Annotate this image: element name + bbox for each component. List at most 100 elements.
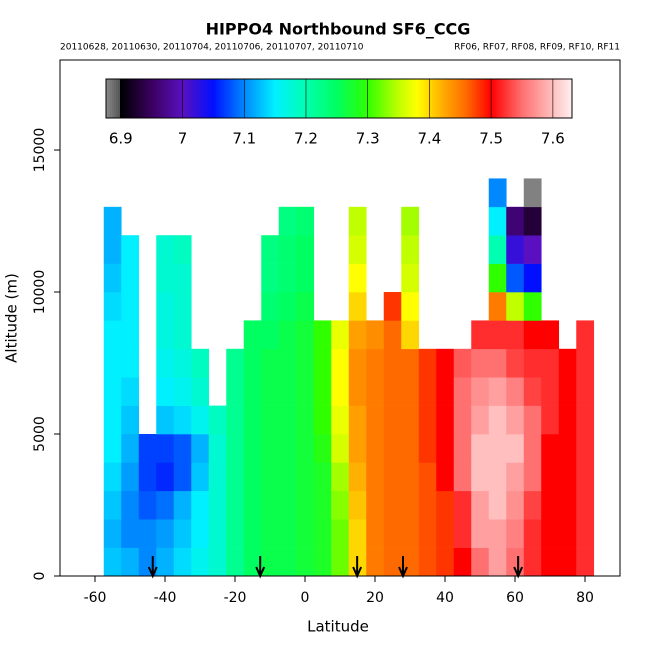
heatmap-cell (401, 490, 420, 520)
heatmap-cell (541, 434, 560, 463)
colorbar-swatch (416, 79, 419, 118)
heatmap-cell (366, 320, 385, 350)
heatmap-cell (296, 462, 315, 492)
heatmap-cell (173, 519, 192, 548)
heatmap-cell (401, 434, 420, 463)
heatmap-cell (243, 519, 262, 548)
heatmap-cell (401, 462, 420, 492)
colorbar-swatch (554, 79, 557, 118)
colorbar-swatch (534, 79, 537, 118)
heatmap-cell (156, 235, 175, 264)
heatmap-cell (506, 206, 525, 236)
colorbar-swatch (464, 79, 467, 118)
heatmap-cell (488, 434, 507, 463)
heatmap-cell (226, 547, 245, 577)
heatmap-cell (488, 377, 507, 406)
colorbar-swatch (568, 79, 571, 118)
colorbar-swatch (298, 79, 301, 118)
heatmap-cell (506, 434, 525, 463)
heatmap-cell (418, 462, 437, 492)
colorbar-swatch (288, 79, 291, 118)
heatmap-cell (558, 462, 577, 492)
heatmap-cell (488, 462, 507, 492)
heatmap-cell (401, 377, 420, 406)
heatmap-cell (121, 547, 140, 577)
heatmap-cell (418, 348, 437, 378)
heatmap-cell (348, 263, 367, 293)
heatmap-cell (558, 490, 577, 520)
colorbar-swatch (134, 79, 137, 118)
colorbar-swatch (256, 79, 259, 118)
heatmap-cell (541, 348, 560, 378)
heatmap-cell (121, 377, 140, 406)
heatmap-cell (278, 348, 297, 378)
heatmap-cell (383, 434, 402, 463)
colorbar-swatch (472, 79, 475, 118)
colorbar-swatch (488, 79, 491, 118)
colorbar-swatch (196, 79, 199, 118)
heatmap-cell (453, 519, 472, 548)
colorbar-swatch (190, 79, 193, 118)
x-tick-label: -60 (84, 590, 107, 606)
colorbar-swatch (228, 79, 231, 118)
heatmap-cell (313, 490, 332, 520)
heatmap-cell (523, 235, 542, 264)
heatmap-cell (121, 320, 140, 350)
colorbar-swatch (436, 79, 439, 118)
colorbar-swatch (520, 79, 523, 118)
heatmap-cell (506, 547, 525, 577)
heatmap-cell (226, 348, 245, 378)
colorbar-swatch (154, 79, 157, 118)
heatmap-cell (156, 519, 175, 548)
heatmap-cell (103, 235, 122, 264)
heatmap-cell (523, 490, 542, 520)
colorbar-swatch (192, 79, 195, 118)
flight-arrow (513, 556, 524, 579)
heatmap-cell (313, 547, 332, 577)
heatmap-cell (523, 320, 542, 350)
heatmap-cell (103, 348, 122, 378)
heatmap-cell (576, 348, 595, 378)
heatmap-cell (523, 206, 542, 236)
colorbar-swatch (386, 79, 389, 118)
colorbar-swatch (508, 79, 511, 118)
colorbar-swatch (460, 79, 463, 118)
colorbar-swatch (528, 79, 531, 118)
colorbar-swatch (180, 79, 183, 118)
colorbar-tick-label: 7 (178, 130, 188, 148)
heatmap-cell (103, 320, 122, 350)
heatmap-cell (208, 490, 227, 520)
colorbar-swatch (178, 79, 181, 118)
colorbar-swatch (296, 79, 299, 118)
heatmap-cell (506, 320, 525, 350)
colorbar-swatch (486, 79, 489, 118)
colorbar-swatch (344, 79, 347, 118)
colorbar-swatch (544, 79, 547, 118)
heatmap-cell (226, 377, 245, 406)
heatmap-cell (278, 547, 297, 577)
heatmap-cell (261, 320, 280, 350)
colorbar-swatch (144, 79, 147, 118)
colorbar-swatch (432, 79, 435, 118)
heatmap-cell (471, 547, 490, 577)
heatmap-cell (453, 377, 472, 406)
heatmap-cell (471, 405, 490, 435)
colorbar-swatch (312, 79, 315, 118)
heatmap-cell (453, 490, 472, 520)
colorbar-swatch (454, 79, 457, 118)
heatmap-cell (331, 377, 350, 406)
colorbar-swatch (184, 79, 187, 118)
heatmap-cell (103, 377, 122, 406)
colorbar-swatch (474, 79, 477, 118)
colorbar-swatch (334, 79, 337, 118)
heatmap-cell (366, 377, 385, 406)
colorbar-swatch (484, 79, 487, 118)
heatmap-cell (366, 405, 385, 435)
colorbar-swatch (410, 79, 413, 118)
colorbar-swatch (366, 79, 369, 118)
colorbar-swatch (450, 79, 453, 118)
colorbar-swatch (176, 79, 179, 118)
heatmap-cell (348, 462, 367, 492)
heatmap-cell (541, 377, 560, 406)
heatmap-cell (366, 490, 385, 520)
